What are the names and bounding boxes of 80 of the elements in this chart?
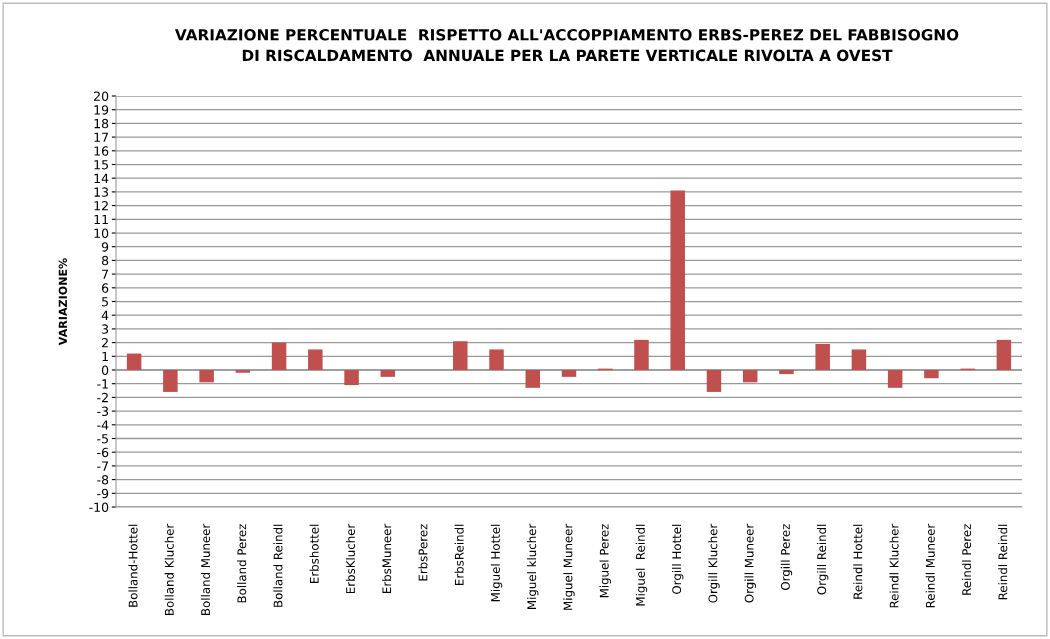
bar <box>163 370 178 392</box>
y-tick-label: 7 <box>102 269 108 279</box>
x-tick-label: Miguel Perez <box>599 524 611 598</box>
x-tick-label: Bolland Perez <box>237 524 247 603</box>
x-tick-label: Orgill Muneer <box>744 523 756 603</box>
y-tick-label: -2 <box>97 392 108 403</box>
x-tick-label: Miguel Reindl <box>635 524 648 606</box>
y-tick-label: -3 <box>97 406 109 417</box>
x-tick-label: Miguel klucher <box>527 523 539 609</box>
y-tick-label: 5 <box>102 297 108 307</box>
y-tick-label: -1 <box>97 379 108 389</box>
bar <box>344 370 359 386</box>
y-tick-label: 20 <box>94 91 109 101</box>
y-tick-label: 18 <box>94 118 109 129</box>
y-tick-label: 16 <box>94 146 109 156</box>
y-tick-label: 6 <box>101 283 109 293</box>
bar <box>525 370 541 388</box>
x-tick-label: Bolland Klucher <box>164 523 174 615</box>
x-tick-label: ErbsPerez <box>418 524 428 581</box>
y-axis-title: VARIAZIONE% <box>58 258 68 346</box>
y-tick-label: 14 <box>94 173 109 183</box>
y-tick-label: -8 <box>97 475 109 485</box>
y-tick-label: 9 <box>101 242 109 252</box>
x-tick-label: Erbshottel <box>309 524 319 583</box>
x-tick-label: Miguel Hottel <box>490 524 503 602</box>
x-tick-label: Reindl Perez <box>961 524 972 595</box>
bar <box>742 370 758 383</box>
y-tick-label: 11 <box>94 214 108 225</box>
bar <box>851 349 867 370</box>
y-tick-label: -5 <box>97 434 108 444</box>
chart-title: VARIAZIONE PERCENTUALE RISPETTO ALL'ACCOPPIAMENTO ERBS-PEREZ DEL FABBISOGNO DI RISCALDAMENTO ANNUALE PER LA PARETE VERTICALE RIVOLTA A OVEST <box>174 29 959 62</box>
y-tick-label: 1 <box>102 351 108 362</box>
y-tick-label: 2 <box>102 338 108 348</box>
y-tick-label: 8 <box>101 255 109 266</box>
y-tick-label: -7 <box>97 461 108 471</box>
y-tick-label: 17 <box>94 132 108 142</box>
x-tick-label: Bolland Muneer <box>200 523 211 615</box>
bar <box>380 370 396 377</box>
y-tick-label: 3 <box>102 324 109 334</box>
y-tick-label: 12 <box>94 201 108 211</box>
bar <box>308 349 323 370</box>
bar <box>489 349 504 370</box>
x-tick-label: Miguel Muneer <box>563 523 575 610</box>
bar <box>453 341 468 370</box>
x-tick-label: Orgill Reindl <box>816 524 829 595</box>
y-tick-label: 13 <box>94 187 109 197</box>
bar <box>996 339 1012 370</box>
x-tick-label: Reindl Reindl <box>998 524 1008 600</box>
y-tick-label: -4 <box>97 420 109 430</box>
x-tick-label: Reindl Muneer <box>925 523 935 608</box>
x-tick-label: Bolland Reindl <box>273 524 283 607</box>
bar <box>126 353 142 370</box>
x-tick-label: ErbsReindl <box>454 524 464 585</box>
x-tick-label: Reindl Hottel <box>853 524 863 599</box>
y-tick-label: -9 <box>97 488 109 499</box>
bar <box>235 370 251 373</box>
x-tick-label: Reindl Klucher <box>889 523 899 608</box>
bar <box>199 370 214 383</box>
bar <box>670 190 685 370</box>
bar <box>271 342 287 370</box>
y-tick-label: 0 <box>101 365 109 375</box>
bar <box>634 339 649 370</box>
bar <box>815 343 830 370</box>
x-tick-label: Bolland-Hottel <box>128 524 138 607</box>
bar <box>887 370 903 388</box>
x-tick-label: Orgill Perez <box>780 524 793 591</box>
y-tick-label: 10 <box>94 228 109 238</box>
x-tick-label: Orgill Klucher <box>708 523 720 603</box>
bar <box>779 370 794 375</box>
x-tick-label: Orgill Hottel <box>672 524 684 594</box>
bar <box>706 370 722 392</box>
bar <box>924 370 939 379</box>
x-tick-label: ErbsKlucher <box>345 523 355 594</box>
y-tick-label: -10 <box>89 502 109 512</box>
y-tick-label: 19 <box>94 105 109 115</box>
y-tick-label: 15 <box>94 160 108 170</box>
bar <box>561 370 577 377</box>
y-tick-label: -6 <box>97 447 109 458</box>
x-tick-label: ErbsMuneer <box>382 523 392 593</box>
y-tick-label: 4 <box>101 310 109 320</box>
